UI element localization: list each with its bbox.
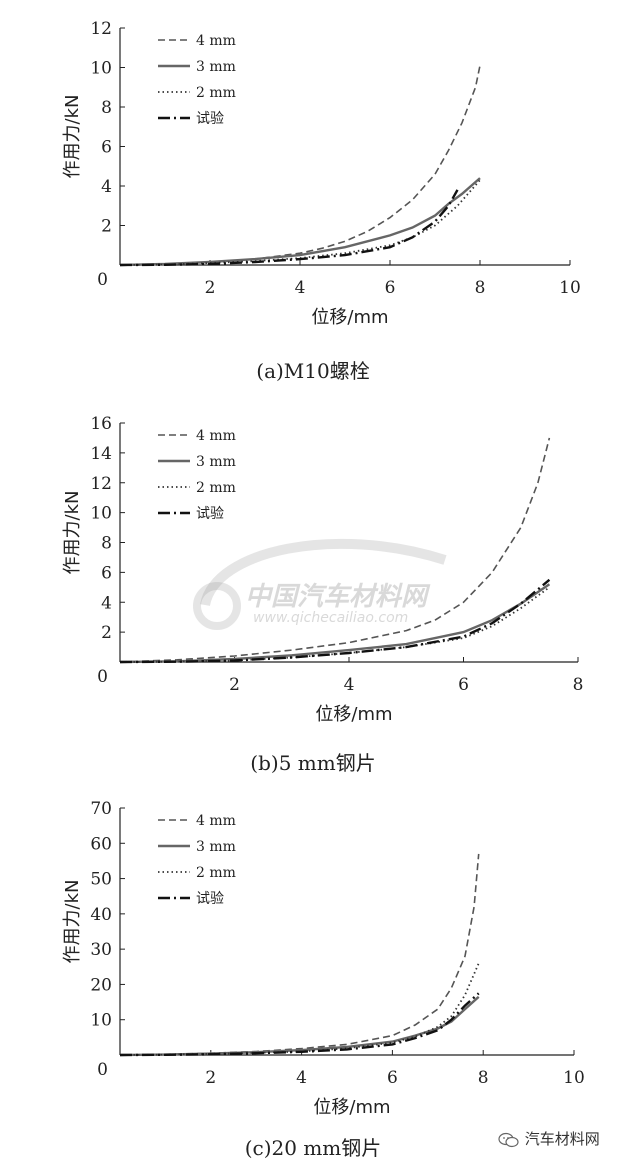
x-tick-label: 8: [475, 278, 486, 298]
x-tick-label: 10: [559, 278, 581, 298]
x-tick-label: 8: [573, 675, 584, 695]
y-tick-label: 2: [101, 217, 112, 237]
legend-label-0: 4 mm: [196, 33, 236, 49]
source-badge: 汽车材料网: [498, 1128, 600, 1149]
x-tick-label: 2: [205, 1068, 216, 1088]
watermark-logo: 中国汽车材料网 www.qichecailiao.com: [175, 530, 475, 640]
legend-label-1: 3 mm: [196, 59, 236, 75]
wechat-icon: [498, 1132, 519, 1147]
series-line-0: [119, 437, 551, 663]
legend-label-0: 4 mm: [196, 813, 236, 829]
x-axis-label: 位移/mm: [315, 704, 392, 725]
legend-label-3: 试验: [196, 506, 224, 522]
x-tick-label: 6: [385, 278, 396, 298]
series-line-2: [119, 179, 481, 266]
x-tick-label: 4: [296, 1068, 307, 1088]
series-line-2: [119, 962, 480, 1056]
watermark-text: 中国汽车材料网: [245, 582, 428, 612]
origin-label: 0: [97, 1060, 108, 1080]
legend-label-0: 4 mm: [196, 428, 236, 444]
y-tick-label: 6: [101, 138, 112, 158]
x-tick-label: 8: [478, 1068, 489, 1088]
series-line-1: [119, 583, 551, 664]
y-tick-label: 4: [101, 177, 112, 197]
y-tick-label: 12: [90, 474, 112, 494]
y-tick-label: 10: [90, 1011, 112, 1031]
y-tick-label: 60: [90, 834, 112, 854]
y-tick-label: 40: [90, 905, 112, 925]
y-tick-label: 20: [90, 975, 112, 995]
y-tick-label: 12: [90, 19, 112, 39]
y-axis-label: 作用力/kN: [62, 95, 83, 179]
legend-label-2: 2 mm: [196, 85, 236, 101]
y-tick-label: 10: [90, 504, 112, 524]
x-tick-label: 6: [458, 675, 469, 695]
legend-label-1: 3 mm: [196, 839, 236, 855]
chart-panel-a: 2 4 6 8 10 2 4 6 8 10 12 0 位移/mm 作用力/kN 4 mm 3 mm 2 mm 试验…: [0, 0, 626, 395]
y-tick-label: 16: [90, 414, 112, 434]
series-line-1: [119, 995, 480, 1057]
y-axis-label: 作用力/kN: [62, 491, 83, 575]
x-tick-label: 10: [563, 1068, 585, 1088]
chart-c-caption: (c)20 mm钢片: [244, 1136, 382, 1160]
y-tick-label: 50: [90, 870, 112, 890]
y-tick-label: 10: [90, 59, 112, 79]
source-badge-label: 汽车材料网: [524, 1130, 600, 1148]
x-tick-label: 4: [295, 278, 306, 298]
x-tick-label: 2: [205, 278, 216, 298]
series-line-1: [119, 177, 481, 267]
y-tick-label: 8: [101, 98, 112, 118]
series-line-0: [119, 853, 480, 1056]
chart-a-caption: (a)M10螺栓: [256, 359, 370, 383]
series-line-3: [119, 578, 551, 664]
origin-label: 0: [97, 667, 108, 687]
x-axis-label: 位移/mm: [313, 1097, 390, 1118]
chart-c-svg: 2 4 6 8 10 10 20 30 40 50 60 70 0 位移/mm 作用力/kN 4 mm 3 mm…: [62, 799, 585, 1118]
legend-label-2: 2 mm: [196, 480, 236, 496]
series-line-2: [119, 586, 550, 663]
x-tick-label: 2: [229, 675, 240, 695]
legend-label-1: 3 mm: [196, 454, 236, 470]
legend-label-3: 试验: [196, 111, 224, 127]
y-tick-label: 4: [101, 593, 112, 613]
x-tick-label: 4: [344, 675, 355, 695]
y-tick-label: 14: [90, 444, 112, 464]
x-tick-label: 6: [387, 1068, 398, 1088]
chart-a-svg: 2 4 6 8 10 2 4 6 8 10 12 0 位移/mm 作用力/kN 4 mm 3 mm 2 mm 试验: [62, 19, 581, 328]
chart-b-caption: (b)5 mm钢片: [250, 751, 376, 775]
y-tick-label: 8: [101, 534, 112, 554]
origin-label: 0: [97, 270, 108, 290]
series-line-3: [119, 992, 480, 1057]
chart-panel-c: 2 4 6 8 10 10 20 30 40 50 60 70 0 位移/mm 作用力/kN 4 mm 3 mm…: [0, 785, 626, 1167]
y-axis-label: 作用力/kN: [62, 880, 83, 964]
y-tick-label: 6: [101, 563, 112, 583]
x-axis-label: 位移/mm: [311, 307, 388, 328]
y-tick-label: 30: [90, 940, 112, 960]
series-line-3: [119, 189, 459, 267]
y-tick-label: 2: [101, 623, 112, 643]
watermark-url: www.qichecailiao.com: [253, 610, 409, 626]
legend-label-3: 试验: [196, 891, 224, 907]
series-line-0: [119, 65, 481, 266]
chart-panel-b: 2 4 6 8 2 4 6 8 10 12 14 16 0 位移/mm 作用力/kN 4 mm 3 mm 2 mm…: [0, 395, 626, 785]
y-tick-label: 70: [90, 799, 112, 819]
watermark-swoosh-icon: [193, 538, 447, 630]
legend-label-2: 2 mm: [196, 865, 236, 881]
chart-b-svg: 2 4 6 8 2 4 6 8 10 12 14 16 0 位移/mm 作用力/kN 4 mm 3 mm 2 mm…: [62, 414, 584, 725]
